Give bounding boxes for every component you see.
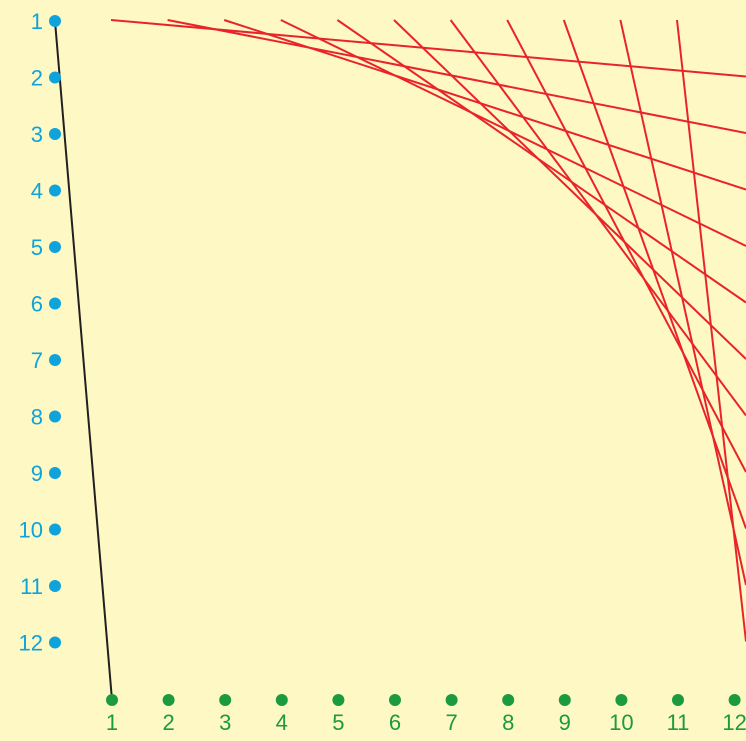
bottom-point-6 <box>389 694 401 706</box>
bottom-point-1 <box>106 694 118 706</box>
left-point-5 <box>49 241 61 253</box>
left-label-9: 9 <box>31 461 43 486</box>
red-line-11 <box>676 19 746 642</box>
bottom-label-12: 12 <box>722 710 746 735</box>
bottom-point-11 <box>672 694 684 706</box>
left-point-4 <box>49 184 61 197</box>
bottom-label-5: 5 <box>332 710 344 735</box>
left-label-11: 11 <box>20 574 43 599</box>
red-line-2 <box>167 19 746 134</box>
red-line-7 <box>449 19 746 417</box>
points-layer <box>49 15 741 706</box>
bottom-point-5 <box>332 694 345 706</box>
red-line-6 <box>393 19 746 360</box>
left-point-6 <box>49 297 61 310</box>
left-label-8: 8 <box>31 405 43 430</box>
bottom-point-9 <box>558 694 571 706</box>
bottom-label-4: 4 <box>276 710 288 735</box>
bottom-point-2 <box>162 694 175 706</box>
bottom-label-2: 2 <box>162 710 174 735</box>
bottom-label-10: 10 <box>609 710 633 735</box>
bottom-point-8 <box>502 694 515 706</box>
left-point-10 <box>49 523 61 536</box>
left-label-1: 1 <box>31 9 43 34</box>
bottom-label-8: 8 <box>502 710 514 735</box>
bottom-point-3 <box>219 694 232 706</box>
black-line-1 <box>54 20 113 701</box>
red-line-10 <box>619 19 746 586</box>
left-point-3 <box>49 128 61 140</box>
red-line-9 <box>562 19 746 529</box>
bottom-label-7: 7 <box>445 710 457 735</box>
bottom-label-11: 11 <box>667 710 690 735</box>
left-point-9 <box>49 467 61 479</box>
bottom-point-4 <box>275 694 288 706</box>
bottom-point-7 <box>445 694 458 706</box>
bottom-label-6: 6 <box>389 710 401 735</box>
left-label-7: 7 <box>31 348 43 373</box>
bottom-point-10 <box>615 694 628 706</box>
left-point-2 <box>49 71 61 84</box>
bottom-label-3: 3 <box>219 710 231 735</box>
left-label-10: 10 <box>19 518 43 543</box>
left-label-2: 2 <box>31 66 43 91</box>
red-line-3 <box>223 19 746 191</box>
left-point-8 <box>49 410 61 423</box>
left-point-11 <box>49 580 61 592</box>
bottom-label-9: 9 <box>559 710 571 735</box>
left-point-12 <box>49 636 61 649</box>
left-point-7 <box>49 354 61 366</box>
left-label-4: 4 <box>31 179 43 204</box>
left-label-5: 5 <box>31 235 43 260</box>
left-point-1 <box>49 15 61 27</box>
bottom-label-1: 1 <box>106 710 118 735</box>
left-label-6: 6 <box>31 292 43 317</box>
left-label-12: 12 <box>19 631 43 656</box>
red-line-8 <box>506 19 746 473</box>
left-label-3: 3 <box>31 122 43 147</box>
lines-layer <box>54 19 746 701</box>
bottom-point-12 <box>728 694 741 706</box>
red-line-4 <box>280 19 746 247</box>
